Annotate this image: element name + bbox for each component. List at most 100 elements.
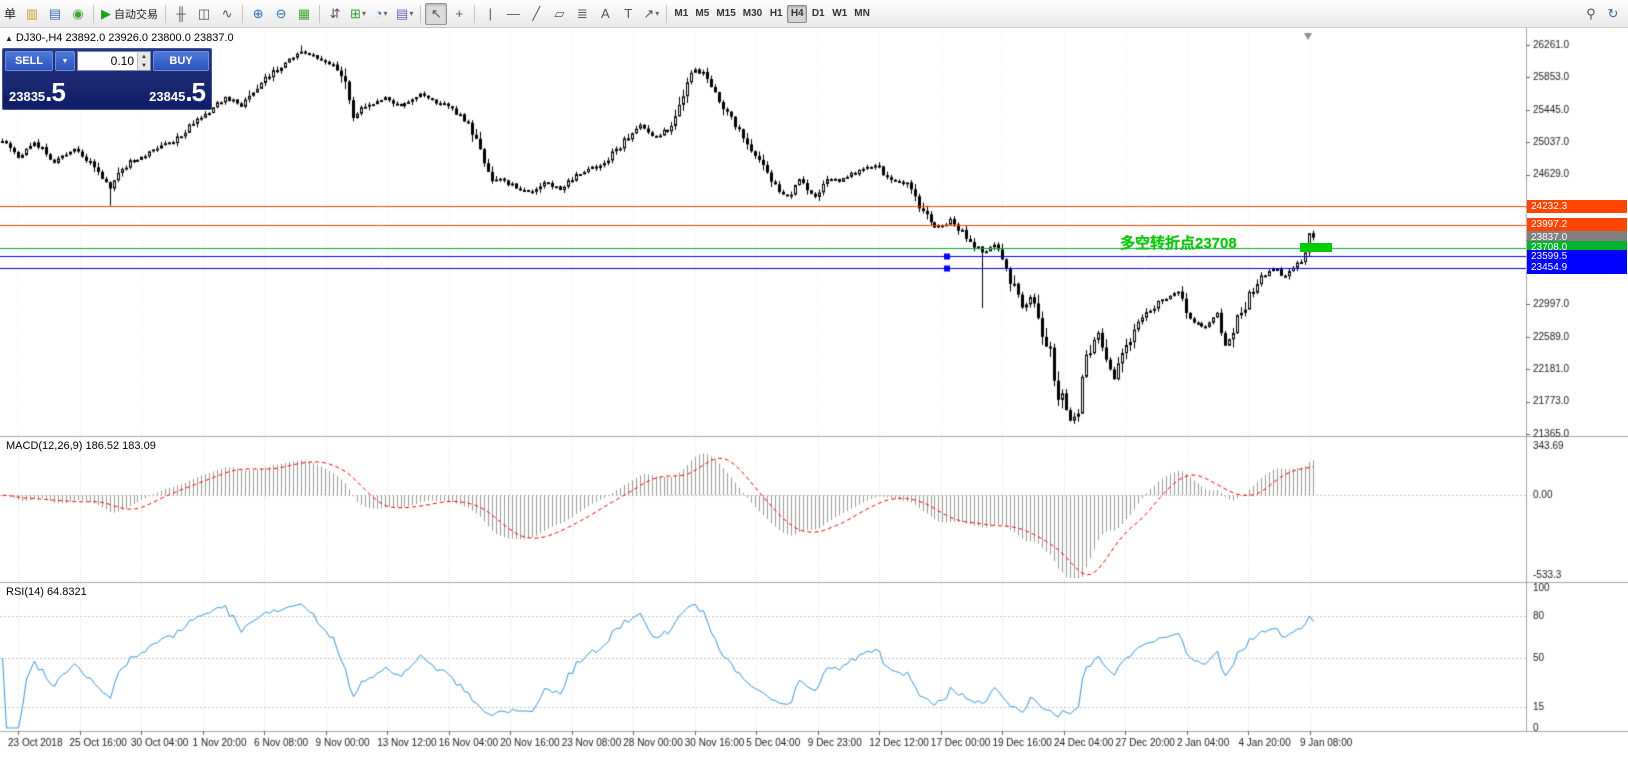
auto-trading-icon: ▶ — [101, 5, 112, 21]
chart-canvas[interactable] — [0, 28, 1628, 776]
new-order-icon: ▥ — [25, 5, 39, 21]
auto-scroll-button[interactable]: ⇵ — [324, 3, 346, 25]
channel-tool-button[interactable]: ▱ — [548, 3, 570, 25]
timeframe-d1-button[interactable]: D1 — [811, 8, 825, 19]
candlestick-chart-type-button[interactable]: ◫ — [193, 3, 215, 25]
trade-panel-prices: 23835.5 23845.5 — [3, 73, 211, 109]
candlestick-chart-type-icon: ◫ — [197, 5, 211, 21]
market-watch-button[interactable]: ◉ — [67, 3, 89, 25]
caret-down-icon: ▾ — [383, 9, 388, 18]
price-tag-current-price: 23837.0 — [1527, 231, 1627, 245]
templates-menu-icon: ▤ — [396, 5, 409, 21]
timeframe-m5-button[interactable]: M5 — [695, 8, 710, 19]
trendline-tool-icon: ╱ — [532, 5, 541, 21]
chevron-down-icon: ▼ — [61, 57, 69, 65]
fibonacci-tool-button[interactable]: ≣ — [571, 3, 593, 25]
menu-item-partial[interactable]: 单 — [4, 7, 17, 21]
zoom-out-button[interactable]: ⊖ — [270, 3, 292, 25]
volume-box: ▲ ▼ — [77, 51, 151, 71]
buy-price[interactable]: 23845.5 — [149, 77, 206, 107]
channel-tool-icon: ▱ — [554, 5, 565, 21]
toolbar: 单 ▥ ▤ ◉ ▶ 自动交易 ╫ ◫ ∿ ⊕ ⊖ ▦ ⇵ ⊞ ▾ ◔ ▾ ▤ ▾ ↖ + | — ╱ ▱ ≣ A T ↗ ▾ M1 M5 M1… — [0, 0, 1628, 28]
arrows-tool-button[interactable]: ↗ ▾ — [640, 3, 662, 25]
cursor-tool-icon: ↖ — [430, 5, 442, 21]
vertical-line-tool-button[interactable]: | — [479, 3, 501, 25]
price-tag-support: 23599.5 — [1527, 249, 1627, 263]
caret-down-icon: ▾ — [361, 9, 366, 18]
crosshair-tool-button[interactable]: + — [448, 3, 470, 25]
timeframe-mn-button[interactable]: MN — [854, 8, 870, 19]
toolbar-separator — [242, 4, 244, 23]
arrows-tool-icon: ↗ — [643, 5, 655, 21]
line-chart-type-icon: ∿ — [221, 5, 233, 21]
volume-up-button[interactable]: ▲ — [138, 52, 150, 61]
timeframe-h4-button[interactable]: H4 — [787, 4, 808, 23]
refresh-button[interactable]: ↻ — [1607, 5, 1619, 21]
horizontal-line-tool-button[interactable]: — — [502, 3, 524, 25]
zoom-in-icon: ⊕ — [252, 5, 264, 21]
volume-input[interactable] — [78, 52, 137, 70]
timeframe-m15-button[interactable]: M15 — [716, 8, 736, 19]
horizontal-line-tool-icon: — — [506, 6, 520, 21]
text-tool-icon: A — [600, 6, 610, 21]
chart-header-text: DJ30-,H4 23892.0 23926.0 23800.0 23837.0 — [15, 32, 234, 44]
auto-trading-button[interactable]: ▶ 自动交易 — [98, 3, 161, 25]
trade-panel-controls: SELL ▼ ▲ ▼ BUY — [3, 49, 211, 73]
crosshair-tool-icon: + — [455, 6, 464, 21]
new-order-button[interactable]: ▥ — [21, 3, 43, 25]
vertical-line-tool-icon: | — [488, 6, 493, 21]
templates-menu-button[interactable]: ▤ ▾ — [393, 3, 416, 25]
sell-price[interactable]: 23835.5 — [9, 77, 66, 107]
new-chart-icon: ▤ — [48, 5, 62, 21]
toolbar-separator — [666, 4, 668, 23]
toolbar-separator — [165, 4, 167, 23]
price-axis-tags: 24232.3 23997.2 23837.0 23708.0 23599.5 23454… — [1527, 28, 1628, 731]
timeframe-h1-button[interactable]: H1 — [769, 8, 783, 19]
price-tag-resistance: 23997.2 — [1527, 218, 1627, 232]
fibonacci-tool-icon: ≣ — [576, 5, 588, 21]
indicators-menu-button[interactable]: ⊞ ▾ — [347, 3, 369, 25]
pivot-annotation-dash[interactable] — [1300, 243, 1332, 252]
cursor-tool-button[interactable]: ↖ — [425, 2, 448, 25]
sell-button[interactable]: SELL — [5, 51, 53, 71]
price-tag-resistance: 24232.3 — [1527, 199, 1627, 213]
pivot-annotation-text[interactable]: 多空转折点23708 — [1120, 235, 1237, 252]
tile-windows-button[interactable]: ▦ — [293, 3, 315, 25]
periods-menu-button[interactable]: ◔ ▾ — [370, 3, 392, 25]
auto-scroll-icon: ⇵ — [329, 5, 341, 21]
toolbar-separator — [474, 4, 476, 23]
zoom-out-icon: ⊖ — [275, 5, 287, 21]
toolbar-separator — [319, 4, 321, 23]
bar-chart-type-icon: ╫ — [176, 6, 186, 21]
one-click-trading-panel: SELL ▼ ▲ ▼ BUY 23835.5 23845.5 — [2, 48, 212, 110]
macd-indicator-label: MACD(12,26,9) 186.52 183.09 — [6, 440, 156, 452]
toolbar-separator — [93, 4, 95, 23]
collapse-triangle-icon: ▲ — [5, 34, 13, 43]
chart-header: ▲ DJ30-,H4 23892.0 23926.0 23800.0 23837.… — [5, 32, 234, 44]
button-label: 自动交易 — [114, 8, 159, 21]
toolbar-separator — [420, 4, 422, 23]
volume-stepper: ▲ ▼ — [137, 52, 150, 70]
new-chart-button[interactable]: ▤ — [44, 3, 66, 25]
zoom-in-button[interactable]: ⊕ — [247, 3, 269, 25]
buy-button[interactable]: BUY — [153, 51, 209, 71]
indicators-menu-icon: ⊞ — [350, 5, 361, 21]
trendline-tool-button[interactable]: ╱ — [525, 3, 547, 25]
chart-window: ▲ DJ30-,H4 23892.0 23926.0 23800.0 23837.… — [0, 28, 1628, 776]
caret-down-icon: ▾ — [409, 9, 414, 18]
trade-options-dropdown[interactable]: ▼ — [55, 51, 75, 71]
volume-down-button[interactable]: ▼ — [138, 61, 150, 70]
rsi-indicator-label: RSI(14) 64.8321 — [6, 586, 87, 598]
market-watch-icon: ◉ — [72, 5, 84, 21]
text-tool-button[interactable]: A — [594, 3, 616, 25]
timeframe-m1-button[interactable]: M1 — [674, 8, 689, 19]
symbol-search-button[interactable]: ⚲ — [1586, 5, 1596, 21]
text-label-tool-icon: T — [624, 6, 633, 21]
timeframe-w1-button[interactable]: W1 — [832, 8, 848, 19]
tile-windows-icon: ▦ — [297, 5, 311, 21]
price-tag-support: 23454.9 — [1527, 261, 1627, 275]
text-label-tool-button[interactable]: T — [617, 3, 639, 25]
timeframe-m30-button[interactable]: M30 — [742, 8, 763, 19]
line-chart-type-button[interactable]: ∿ — [216, 3, 238, 25]
bar-chart-type-button[interactable]: ╫ — [170, 3, 192, 25]
